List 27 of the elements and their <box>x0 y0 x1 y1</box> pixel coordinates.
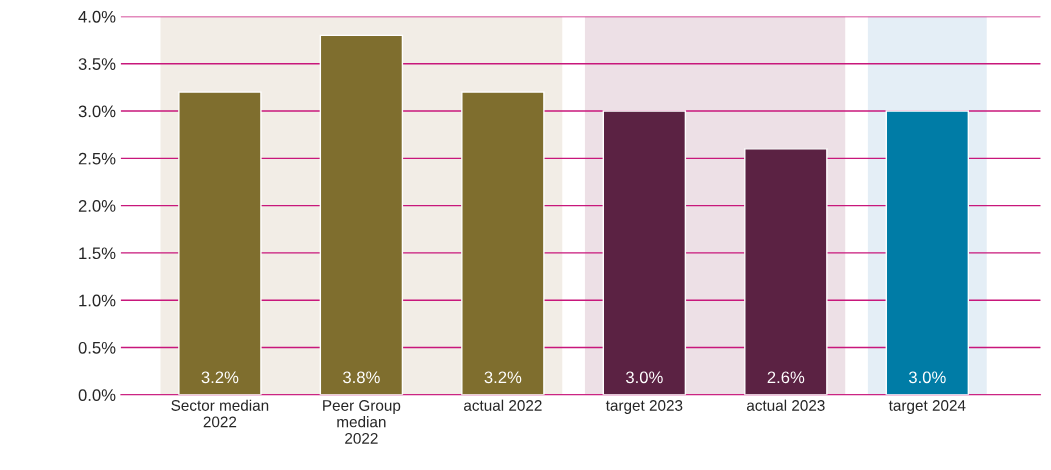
y-tick-label: 2.5% <box>78 152 116 165</box>
data-label: 2.6% <box>767 371 805 384</box>
data-label: 3.2% <box>484 371 522 384</box>
bar <box>461 91 545 395</box>
y-tick-label: 1.0% <box>79 294 116 307</box>
y-tick-label: 3.5% <box>78 58 116 70</box>
x-tick-label: actual 2022 <box>464 399 542 411</box>
x-tick-label: Peer Group median 2022 <box>323 400 401 444</box>
x-tick-label: target 2024 <box>888 400 966 414</box>
x-tick-label: Sector median 2022 <box>171 399 269 428</box>
x-tick-label: actual 2023 <box>746 399 825 411</box>
y-tick-label: 2.0% <box>78 200 116 212</box>
bar <box>744 148 828 395</box>
data-label: 3.2% <box>201 371 239 384</box>
y-tick-label: 3.0% <box>78 105 116 118</box>
data-label: 3.0% <box>625 371 663 384</box>
bar <box>319 34 404 395</box>
bar <box>885 110 970 395</box>
y-tick-label: 0.0% <box>78 389 116 401</box>
x-tick-label: target 2023 <box>605 400 683 414</box>
y-tick-label: 1.5% <box>79 247 116 260</box>
bar <box>178 91 262 395</box>
data-label: 3.8% <box>343 371 380 384</box>
y-tick-label: 0.5% <box>78 341 116 354</box>
data-label: 3.0% <box>908 371 946 384</box>
y-tick-label: 4.0% <box>78 10 116 23</box>
bar <box>602 110 687 395</box>
